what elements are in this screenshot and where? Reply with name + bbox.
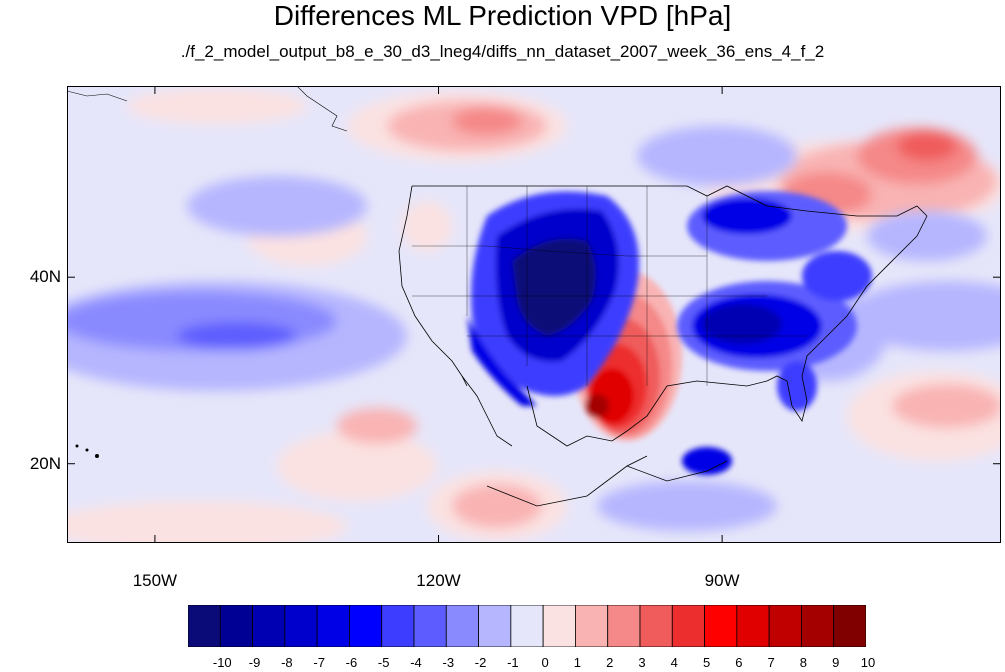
- colorbar-swatch: [575, 605, 609, 647]
- colorbar-tick-label: 6: [735, 655, 743, 670]
- colorbar-tick-label: 3: [638, 655, 646, 670]
- colorbar-swatch: [833, 605, 866, 647]
- colorbar-swatch: [316, 605, 350, 647]
- southeast-us-negative-core: [677, 191, 872, 475]
- colorbar-tick-label: 7: [767, 655, 775, 670]
- colorbar-swatch: [413, 605, 447, 647]
- colorbar-tick-label: 10: [860, 655, 876, 670]
- colorbar-swatch: [768, 605, 802, 647]
- colorbar-swatch: [639, 605, 673, 647]
- map-frame: [67, 86, 1001, 543]
- colorbar-swatch: [607, 605, 641, 647]
- colorbar-tick-label: -10: [212, 655, 232, 670]
- lon-tick-label: 120W: [416, 571, 461, 590]
- colorbar-swatch: [188, 605, 221, 647]
- figure-subtitle: ./f_2_model_output_b8_e_30_d3_lneg4/diff…: [180, 42, 825, 61]
- colorbar-swatch: [542, 605, 576, 647]
- colorbar-swatch: [381, 605, 415, 647]
- colorbar-tick-label: -3: [442, 655, 455, 670]
- coastlines: [398, 185, 928, 507]
- colorbar-tick-label: -1: [507, 655, 519, 670]
- colorbar-swatch: [445, 605, 479, 647]
- positive-anomaly-fields: [67, 88, 1001, 543]
- colorbar-tick-label: -6: [345, 655, 358, 670]
- lon-tick-label: 150W: [132, 571, 178, 590]
- colorbar-swatch: [671, 605, 705, 647]
- colorbar-tick-label: 5: [702, 655, 711, 670]
- colorbar-swatch: [736, 605, 770, 647]
- colorbar-swatch: [704, 605, 738, 647]
- state-borders: [412, 186, 807, 386]
- lon-ticks: [154, 86, 723, 543]
- colorbar-tick-label: 1: [573, 655, 582, 670]
- alaska-coast: [67, 86, 348, 132]
- colorbar-swatch: [349, 605, 383, 647]
- colorbar-swatch: [284, 605, 318, 647]
- colorbar-swatch: [219, 605, 253, 647]
- lat-tick-label: 20N: [29, 453, 61, 473]
- colorbar-swatch: [510, 605, 544, 647]
- colorbar: [188, 605, 866, 647]
- colorbar-tick-label: -4: [410, 655, 422, 670]
- colorbar-tick-label: -9: [248, 655, 261, 670]
- colorbar-tick-label: 0: [541, 655, 549, 670]
- colorbar-swatch: [252, 605, 286, 647]
- colorbar-tick-label: 2: [606, 655, 614, 670]
- lon-tick-label: 90W: [704, 571, 740, 590]
- lat-tick-label: 40N: [29, 267, 61, 287]
- map-panel: [67, 86, 1001, 543]
- colorbar-tick-label: -8: [281, 655, 293, 670]
- negative-anomaly-fields: [67, 126, 1001, 531]
- colorbar-tick-label: 9: [832, 655, 840, 670]
- lat-ticks: [67, 276, 1001, 465]
- figure-title: Differences ML Prediction VPD [hPa]: [273, 0, 732, 31]
- colorbar-tick-label: -2: [474, 655, 487, 670]
- colorbar-swatch: [801, 605, 835, 647]
- hawaii-islands: [75, 444, 99, 458]
- western-us-negative-core: [467, 191, 639, 406]
- colorbar-swatch: [478, 605, 512, 647]
- colorbar-tick-label: -5: [377, 655, 390, 670]
- colorbar-tick-label: -7: [313, 655, 325, 670]
- colorbar-tick-label: 4: [670, 655, 678, 670]
- colorbar-tick-label: 8: [799, 655, 808, 670]
